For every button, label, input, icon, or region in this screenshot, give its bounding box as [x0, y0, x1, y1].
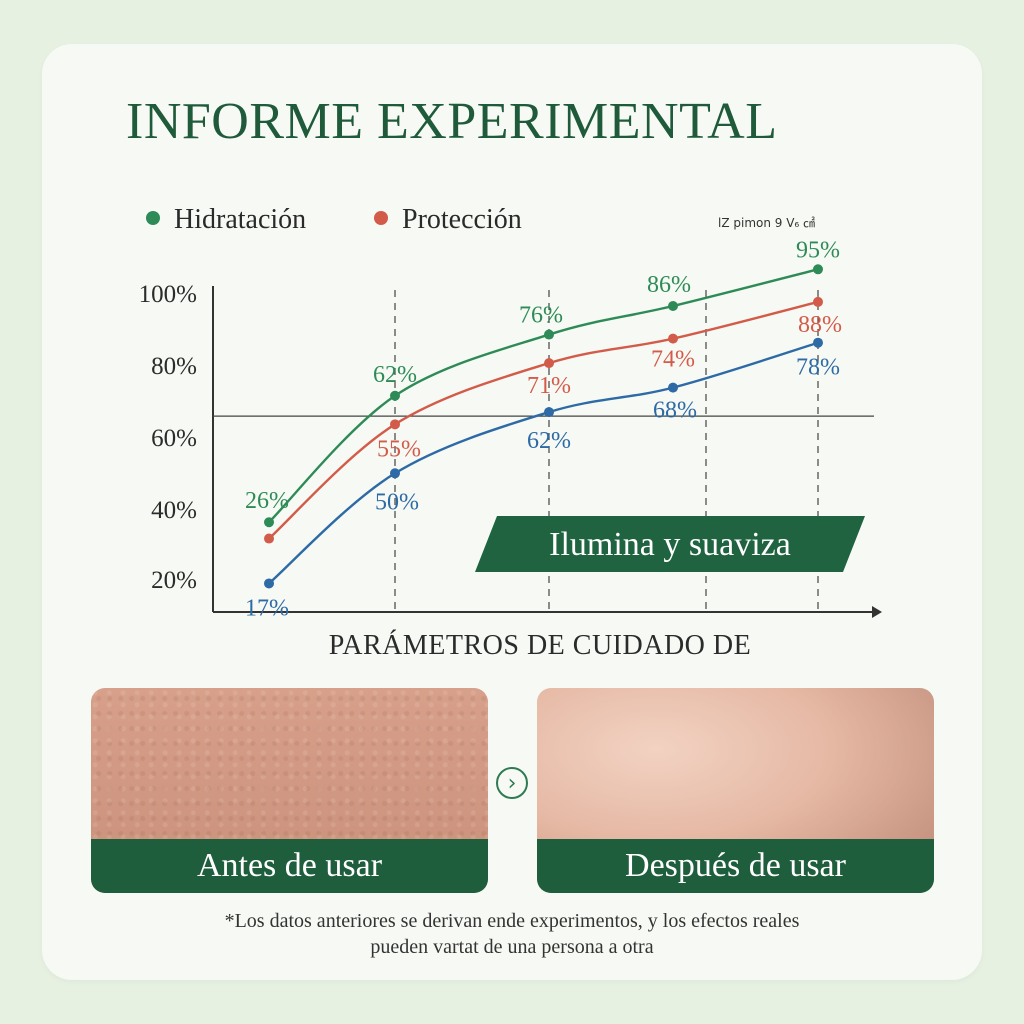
legend-protection-label: Protección	[402, 204, 522, 235]
highlight-banner: Ilumina y suaviza	[475, 516, 865, 572]
data-label: 86%	[647, 272, 691, 298]
data-point	[813, 296, 823, 307]
y-tick-label: 80%	[151, 353, 197, 380]
after-photo: Después de usar	[537, 688, 934, 893]
data-label: 78%	[796, 355, 840, 381]
legend-protection: Protección	[374, 204, 522, 236]
legend-green-dot-icon	[146, 211, 160, 225]
y-tick-label: 60%	[151, 425, 197, 452]
footnote-line-1: *Los datos anteriores se derivan ende ex…	[224, 910, 800, 932]
x-axis-title: PARÁMETROS DE CUIDADO DE	[328, 630, 752, 661]
data-label: 76%	[519, 303, 563, 329]
data-point	[544, 407, 554, 418]
legend-hydration: Hidratación	[146, 204, 306, 236]
data-point	[813, 264, 823, 275]
next-arrow-button[interactable]: ›	[496, 767, 528, 799]
data-point	[544, 358, 554, 369]
data-point	[264, 578, 274, 589]
data-point	[264, 533, 274, 544]
footnote-line-2: pueden vartat de una persona a otra	[370, 936, 654, 958]
footnote: *Los datos anteriores se derivan ende ex…	[0, 908, 1024, 960]
data-label: 26%	[245, 488, 289, 514]
y-tick-label: 100%	[139, 281, 197, 308]
data-point	[390, 468, 400, 479]
data-label: 55%	[377, 436, 421, 462]
before-photo: Antes de usar	[91, 688, 488, 893]
data-label: 68%	[653, 398, 697, 424]
data-point	[390, 419, 400, 430]
legend-hydration-label: Hidratación	[174, 204, 307, 235]
x-axis-arrow-icon	[872, 606, 882, 618]
data-point	[668, 333, 678, 344]
data-label: 74%	[651, 347, 695, 373]
data-label: 17%	[245, 595, 289, 621]
after-caption: Después de usar	[537, 839, 934, 893]
data-point	[813, 337, 823, 348]
data-label: 88%	[798, 312, 842, 338]
legend-note: lZ pimon 9 V₆ ㎠	[718, 216, 816, 230]
data-point	[668, 301, 678, 311]
legend-red-dot-icon	[374, 211, 388, 225]
data-label: 62%	[527, 428, 571, 454]
page-title: INFORME EXPERIMENTAL	[126, 93, 778, 150]
before-caption: Antes de usar	[91, 839, 488, 893]
y-tick-label: 20%	[151, 567, 197, 594]
data-label: 50%	[375, 489, 419, 515]
chevron-right-icon: ›	[507, 770, 517, 796]
data-point	[264, 517, 274, 528]
data-point	[544, 329, 554, 340]
data-label: 71%	[527, 373, 571, 399]
y-tick-label: 40%	[151, 497, 197, 524]
data-label: 62%	[373, 362, 417, 388]
data-point	[668, 382, 678, 393]
data-point	[390, 390, 400, 401]
data-label: 95%	[796, 237, 840, 263]
